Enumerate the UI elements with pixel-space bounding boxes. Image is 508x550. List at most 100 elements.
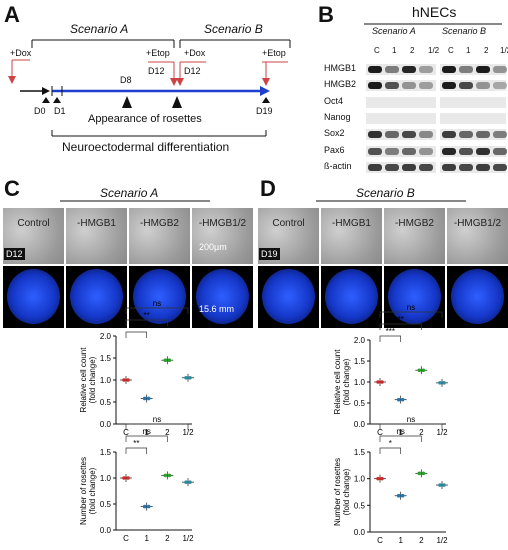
significance-label: *** — [386, 327, 395, 336]
tile-label: -HMGB1 — [77, 218, 116, 229]
blot-row-label: Pax6 — [324, 144, 345, 155]
y-tick-label: 0.5 — [354, 399, 366, 408]
blot-strip — [440, 129, 507, 141]
x-tick-label: C — [377, 428, 383, 437]
dapi-well — [451, 269, 504, 324]
lane-label: 1 — [466, 46, 471, 55]
blot-strip — [440, 112, 506, 124]
brightfield-tile: -HMGB1 — [321, 208, 382, 264]
panel-c-scenario: Scenario A — [100, 186, 159, 200]
blot-band — [442, 131, 456, 139]
blot-strip — [366, 112, 436, 124]
tile-label: -HMGB1/2 — [198, 218, 247, 229]
blot-strip — [440, 145, 507, 157]
blot-band — [493, 163, 507, 171]
significance-bracket — [125, 331, 148, 338]
blot-band — [476, 131, 490, 139]
tile-label: -HMGB1 — [332, 218, 371, 229]
panel-a-letter: A — [4, 2, 20, 27]
blot-band — [419, 66, 433, 73]
data-point — [400, 493, 405, 498]
d0-label: D0 — [34, 106, 46, 116]
blot-band — [459, 163, 473, 171]
brightfield-tile: -HMGB2 — [129, 208, 190, 264]
data-point — [380, 476, 384, 481]
etop-label-2: +Etop — [262, 48, 286, 58]
d12-label-b: D12 — [184, 66, 201, 76]
data-point — [188, 480, 192, 484]
y-tick-label: 1.0 — [354, 378, 366, 387]
blot-band — [493, 82, 507, 90]
dapi-well — [133, 269, 186, 324]
blot-band — [368, 131, 382, 139]
data-point — [184, 376, 188, 380]
scale-bar-label-2: 15.6 mm — [199, 304, 235, 314]
lane-label: 1/2 — [500, 46, 508, 55]
y-axis-label: (fold change) — [342, 468, 351, 515]
data-point — [417, 368, 422, 373]
blot-strip — [366, 145, 436, 157]
scale-bar-label: 200µm — [199, 242, 227, 252]
y-tick-label: 1.5 — [100, 448, 112, 457]
brightfield-tile: -HMGB2 — [384, 208, 445, 264]
significance-label: ns — [396, 427, 404, 436]
data-point — [167, 358, 172, 363]
blot-band — [385, 82, 399, 90]
data-point — [376, 380, 380, 384]
significance-label: ns — [153, 299, 161, 308]
tile-label: -HMGB2 — [395, 218, 434, 229]
y-tick-label: 1.0 — [100, 474, 112, 483]
y-tick-label: 0.5 — [100, 398, 112, 407]
data-point — [400, 397, 405, 402]
lane-label: 1/2 — [428, 46, 440, 55]
y-tick-label: 0.0 — [100, 526, 112, 535]
y-tick-label: 1.0 — [100, 376, 112, 385]
d1-label: D1 — [54, 106, 66, 116]
blot-band — [402, 147, 416, 155]
y-tick-label: 0.0 — [354, 420, 366, 429]
blot-row-label: HMGB2 — [324, 79, 357, 90]
blot-band — [442, 66, 456, 73]
y-axis-label: Relative cell count — [79, 347, 88, 413]
blot-strip — [440, 64, 507, 75]
blot-strip — [366, 80, 436, 92]
blot-band — [442, 82, 456, 90]
x-tick-label: 2 — [419, 428, 424, 437]
blot-row-label: Sox2 — [324, 128, 345, 139]
blot-band — [459, 82, 473, 90]
blot-band — [419, 131, 433, 139]
x-tick-label: 1 — [398, 536, 403, 545]
blot-strip — [366, 129, 436, 141]
dapi-tile — [447, 266, 508, 328]
x-tick-label: 1 — [144, 534, 149, 543]
panel-a-timeline — [8, 39, 291, 137]
significance-bracket — [379, 447, 402, 454]
significance-bracket — [379, 311, 443, 318]
blot-band — [442, 163, 456, 171]
day-label: D19 — [259, 248, 280, 260]
dapi-tile — [321, 266, 382, 328]
blot-band — [493, 147, 507, 155]
d12-label-a: D12 — [148, 66, 165, 76]
blot-strip — [366, 96, 436, 108]
blot-band — [385, 131, 399, 139]
blot-band — [459, 147, 473, 155]
y-tick-label: 0.5 — [100, 500, 112, 509]
y-tick-label: 0.0 — [100, 420, 112, 429]
lane-label: C — [448, 46, 454, 55]
x-tick-label: 1 — [398, 428, 403, 437]
blot-band — [419, 163, 433, 171]
data-point — [126, 476, 130, 480]
data-point — [122, 378, 126, 382]
lane-label: 1 — [392, 46, 397, 55]
x-tick-label: C — [123, 534, 129, 543]
data-point — [146, 396, 151, 401]
blot-band — [459, 131, 473, 139]
y-axis-label: (fold change) — [88, 356, 97, 403]
y-axis-label: (fold change) — [88, 467, 97, 514]
data-point — [396, 493, 401, 498]
hnecs-title: hNECs — [412, 4, 457, 20]
d8-label: D8 — [120, 75, 132, 85]
significance-bracket — [125, 319, 168, 326]
